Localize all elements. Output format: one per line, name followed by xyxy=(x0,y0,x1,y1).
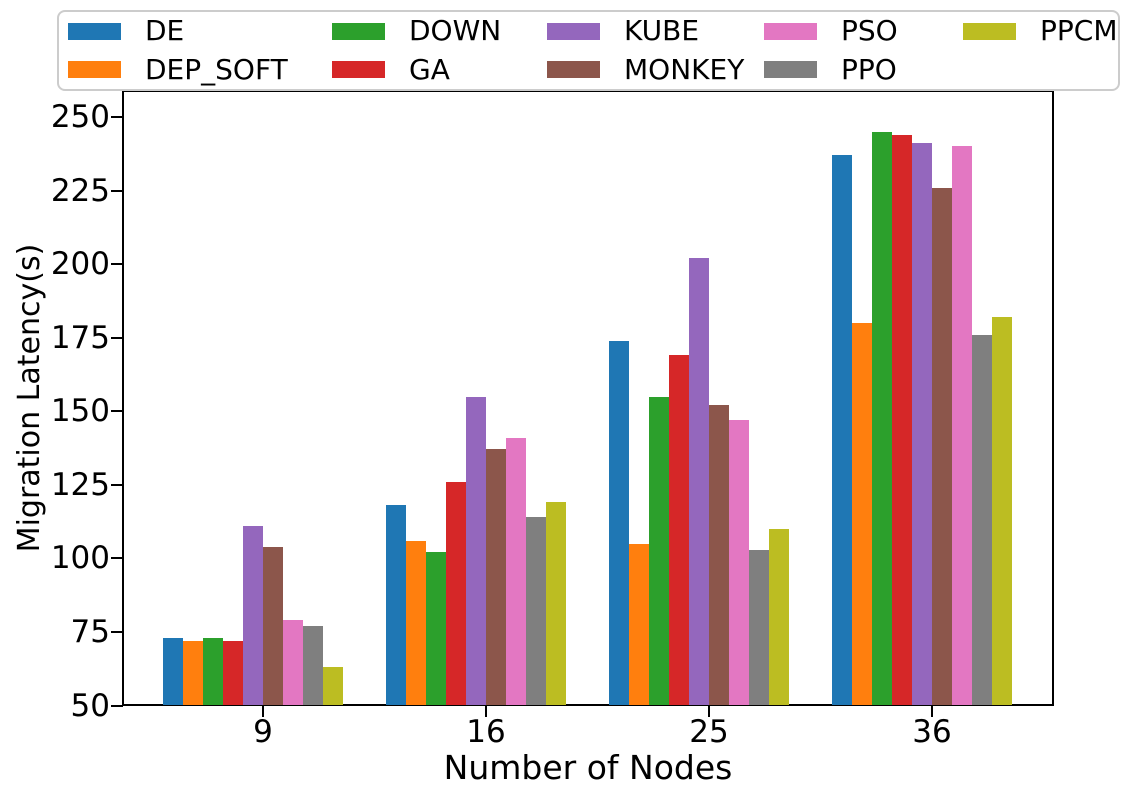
bar-de-9 xyxy=(163,637,183,706)
bar-ga-36 xyxy=(892,134,912,706)
bar-kube-25 xyxy=(689,258,709,706)
bar-kube-36 xyxy=(912,143,932,706)
legend-label: PSO xyxy=(841,14,898,48)
bar-monkey-9 xyxy=(263,546,283,706)
y-tick xyxy=(110,557,123,560)
y-tick xyxy=(110,630,123,633)
legend-swatch-ga xyxy=(332,61,385,79)
y-tick xyxy=(110,189,123,192)
legend-item-ga: GA xyxy=(332,51,547,89)
y-tick xyxy=(110,263,123,266)
bar-de-16 xyxy=(386,505,406,706)
bar-ppcm-16 xyxy=(546,502,566,706)
legend-swatch-kube xyxy=(547,22,600,40)
bar-ppcm-25 xyxy=(769,528,789,706)
bar-ppo-9 xyxy=(303,626,323,706)
y-tick-label: 75 xyxy=(70,613,110,650)
y-tick-label: 50 xyxy=(70,687,110,724)
bar-ppo-16 xyxy=(526,517,546,706)
y-tick-label: 150 xyxy=(50,393,110,430)
bar-dep_soft-16 xyxy=(406,540,426,706)
bar-ppcm-9 xyxy=(323,667,343,706)
bar-dep_soft-9 xyxy=(183,640,203,706)
bar-down-16 xyxy=(426,552,446,706)
legend-item-ppcm: PPCM xyxy=(963,12,1118,50)
legend: DE DEP_SOFT DOWN GA KUBE MONKEY PSO PPO PPCM xyxy=(57,10,1120,91)
bar-down-9 xyxy=(203,637,223,706)
bar-pso-16 xyxy=(506,437,526,706)
legend-label: PPO xyxy=(841,52,897,86)
bar-ppo-36 xyxy=(972,334,992,706)
bar-dep_soft-36 xyxy=(852,322,872,706)
bar-ppcm-36 xyxy=(992,317,1012,706)
x-tick xyxy=(708,705,710,717)
legend-label: MONKEY xyxy=(624,52,745,86)
legend-label: DEP_SOFT xyxy=(145,52,288,86)
bar-pso-36 xyxy=(952,146,972,706)
legend-swatch-pso xyxy=(764,22,817,40)
y-tick xyxy=(110,115,123,118)
legend-swatch-ppcm xyxy=(963,22,1016,40)
bar-down-36 xyxy=(872,131,892,706)
y-tick-label: 200 xyxy=(50,246,110,283)
bar-monkey-36 xyxy=(932,187,952,706)
legend-item-dep_soft: DEP_SOFT xyxy=(68,51,332,89)
legend-item-ppo: PPO xyxy=(764,51,963,89)
y-tick-label: 125 xyxy=(50,466,110,503)
bar-monkey-16 xyxy=(486,449,506,706)
legend-label: KUBE xyxy=(624,14,700,48)
legend-item-pso: PSO xyxy=(764,12,963,50)
bar-kube-16 xyxy=(466,396,486,706)
bar-ga-16 xyxy=(446,481,466,706)
y-tick-label: 100 xyxy=(50,540,110,577)
x-tick-label: 25 xyxy=(689,713,729,750)
x-axis-label: Number of Nodes xyxy=(443,748,733,787)
bar-ppo-25 xyxy=(749,549,769,706)
bar-de-36 xyxy=(832,155,852,706)
legend-swatch-de xyxy=(68,22,121,40)
y-tick xyxy=(110,483,123,486)
x-tick-label: 16 xyxy=(466,713,506,750)
x-tick-label: 36 xyxy=(912,713,952,750)
y-tick xyxy=(110,704,123,707)
legend-label: GA xyxy=(409,52,450,86)
x-tick xyxy=(262,705,264,717)
legend-label: DE xyxy=(145,14,185,48)
y-tick xyxy=(110,336,123,339)
legend-item-kube: KUBE xyxy=(547,12,764,50)
y-tick-label: 175 xyxy=(50,319,110,356)
legend-label: PPCM xyxy=(1040,14,1118,48)
legend-item-down: DOWN xyxy=(332,12,547,50)
bar-de-25 xyxy=(609,340,629,706)
bar-ga-25 xyxy=(669,355,689,706)
legend-item-monkey: MONKEY xyxy=(547,51,764,89)
bar-ga-9 xyxy=(223,640,243,706)
x-tick-label: 9 xyxy=(253,713,273,750)
legend-swatch-ppo xyxy=(764,61,817,79)
x-tick xyxy=(485,705,487,717)
bar-pso-9 xyxy=(283,620,303,706)
y-tick-label: 250 xyxy=(50,98,110,135)
bar-monkey-25 xyxy=(709,405,729,706)
legend-label: DOWN xyxy=(409,14,502,48)
y-tick-label: 225 xyxy=(50,172,110,209)
bar-down-25 xyxy=(649,396,669,706)
legend-swatch-down xyxy=(332,22,385,40)
legend-swatch-dep_soft xyxy=(68,61,121,79)
bar-kube-9 xyxy=(243,526,263,706)
x-tick xyxy=(931,705,933,717)
legend-swatch-monkey xyxy=(547,61,600,79)
legend-item-de: DE xyxy=(68,12,332,50)
bar-dep_soft-25 xyxy=(629,543,649,706)
y-tick xyxy=(110,410,123,413)
bar-pso-25 xyxy=(729,420,749,706)
